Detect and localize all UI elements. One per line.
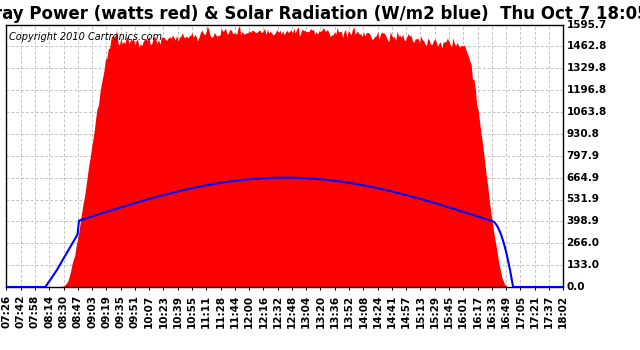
- Text: Copyright 2010 Cartronics.com: Copyright 2010 Cartronics.com: [9, 33, 162, 42]
- Text: 930.8: 930.8: [566, 129, 599, 139]
- Text: 797.9: 797.9: [566, 151, 600, 161]
- Text: 0.0: 0.0: [566, 282, 585, 292]
- Text: 664.9: 664.9: [566, 173, 600, 183]
- Text: 1063.8: 1063.8: [566, 107, 607, 117]
- Text: 1196.8: 1196.8: [566, 85, 607, 95]
- Text: 1595.7: 1595.7: [566, 20, 607, 29]
- Text: 531.9: 531.9: [566, 195, 599, 204]
- Text: 398.9: 398.9: [566, 216, 599, 226]
- Text: 1462.8: 1462.8: [566, 41, 607, 51]
- Text: 266.0: 266.0: [566, 238, 600, 248]
- Title: West Array Power (watts red) & Solar Radiation (W/m2 blue)  Thu Oct 7 18:05: West Array Power (watts red) & Solar Rad…: [0, 5, 640, 23]
- Text: 133.0: 133.0: [566, 260, 600, 270]
- Text: 1329.8: 1329.8: [566, 63, 607, 73]
